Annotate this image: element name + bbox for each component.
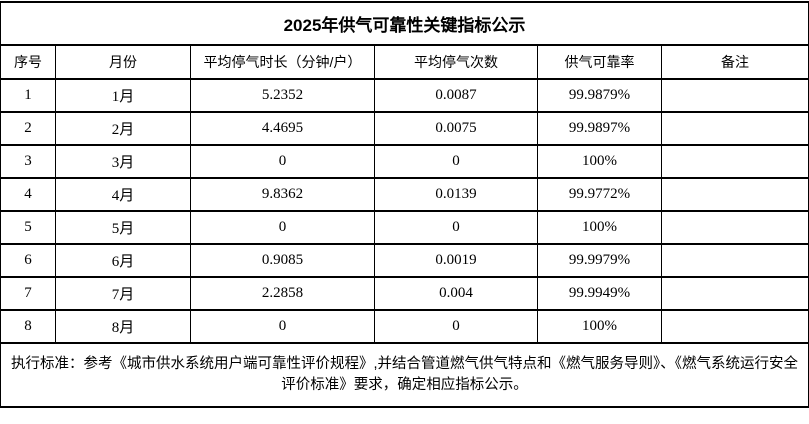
cell-rate: 100% <box>537 210 662 245</box>
table-row: 8 8月 0 0 100% <box>0 309 809 344</box>
cell-rate: 100% <box>537 309 662 344</box>
cell-remark <box>660 144 809 179</box>
cell-month: 5月 <box>55 210 191 245</box>
footer-note: 执行标准：参考《城市供水系统用户端可靠性评价规程》,并结合管道燃气供气特点和《燃… <box>0 342 809 408</box>
cell-count: 0 <box>374 144 538 179</box>
cell-count: 0.004 <box>374 276 538 311</box>
cell-count: 0.0075 <box>374 111 538 146</box>
cell-count: 0 <box>374 210 538 245</box>
cell-duration: 4.4695 <box>190 111 375 146</box>
cell-duration: 2.2858 <box>190 276 375 311</box>
cell-seq: 2 <box>0 111 56 146</box>
cell-month: 6月 <box>55 243 191 278</box>
cell-remark <box>660 78 809 113</box>
cell-rate: 99.9879% <box>537 78 662 113</box>
cell-month: 7月 <box>55 276 191 311</box>
cell-count: 0 <box>374 309 538 344</box>
cell-count: 0.0019 <box>374 243 538 278</box>
page-title: 2025年供气可靠性关键指标公示 <box>0 1 809 46</box>
col-header-duration: 平均停气时长（分钟/户） <box>190 44 375 80</box>
table-row: 3 3月 0 0 100% <box>0 144 809 179</box>
col-header-rate: 供气可靠率 <box>537 44 662 80</box>
table-row: 4 4月 9.8362 0.0139 99.9772% <box>0 177 809 212</box>
cell-month: 2月 <box>55 111 191 146</box>
cell-seq: 3 <box>0 144 56 179</box>
cell-rate: 99.9897% <box>537 111 662 146</box>
header-row: 序号 月份 平均停气时长（分钟/户） 平均停气次数 供气可靠率 备注 <box>0 44 809 80</box>
cell-seq: 8 <box>0 309 56 344</box>
cell-rate: 99.9949% <box>537 276 662 311</box>
col-header-count: 平均停气次数 <box>374 44 538 80</box>
cell-rate: 99.9772% <box>537 177 662 212</box>
cell-remark <box>660 276 809 311</box>
cell-remark <box>660 210 809 245</box>
table-row: 2 2月 4.4695 0.0075 99.9897% <box>0 111 809 146</box>
table-row: 5 5月 0 0 100% <box>0 210 809 245</box>
cell-remark <box>660 243 809 278</box>
cell-month: 3月 <box>55 144 191 179</box>
col-header-month: 月份 <box>55 44 191 80</box>
cell-duration: 0.9085 <box>190 243 375 278</box>
col-header-seq: 序号 <box>0 44 56 80</box>
cell-duration: 9.8362 <box>190 177 375 212</box>
footer-row: 执行标准：参考《城市供水系统用户端可靠性评价规程》,并结合管道燃气供气特点和《燃… <box>0 342 809 408</box>
table-row: 6 6月 0.9085 0.0019 99.9979% <box>0 243 809 278</box>
col-header-remark: 备注 <box>660 44 809 80</box>
cell-month: 1月 <box>55 78 191 113</box>
cell-remark <box>660 177 809 212</box>
cell-duration: 0 <box>190 144 375 179</box>
cell-count: 0.0087 <box>374 78 538 113</box>
cell-rate: 99.9979% <box>537 243 662 278</box>
cell-month: 4月 <box>55 177 191 212</box>
cell-rate: 100% <box>537 144 662 179</box>
table-row: 1 1月 5.2352 0.0087 99.9879% <box>0 78 809 113</box>
cell-duration: 0 <box>190 309 375 344</box>
cell-seq: 5 <box>0 210 56 245</box>
cell-seq: 6 <box>0 243 56 278</box>
cell-count: 0.0139 <box>374 177 538 212</box>
table-row: 7 7月 2.2858 0.004 99.9949% <box>0 276 809 311</box>
indicator-table: 2025年供气可靠性关键指标公示 序号 月份 平均停气时长（分钟/户） 平均停气… <box>0 1 809 408</box>
cell-duration: 5.2352 <box>190 78 375 113</box>
cell-seq: 1 <box>0 78 56 113</box>
cell-seq: 4 <box>0 177 56 212</box>
cell-month: 8月 <box>55 309 191 344</box>
cell-duration: 0 <box>190 210 375 245</box>
title-row: 2025年供气可靠性关键指标公示 <box>0 1 809 46</box>
cell-remark <box>660 111 809 146</box>
cell-remark <box>660 309 809 344</box>
cell-seq: 7 <box>0 276 56 311</box>
